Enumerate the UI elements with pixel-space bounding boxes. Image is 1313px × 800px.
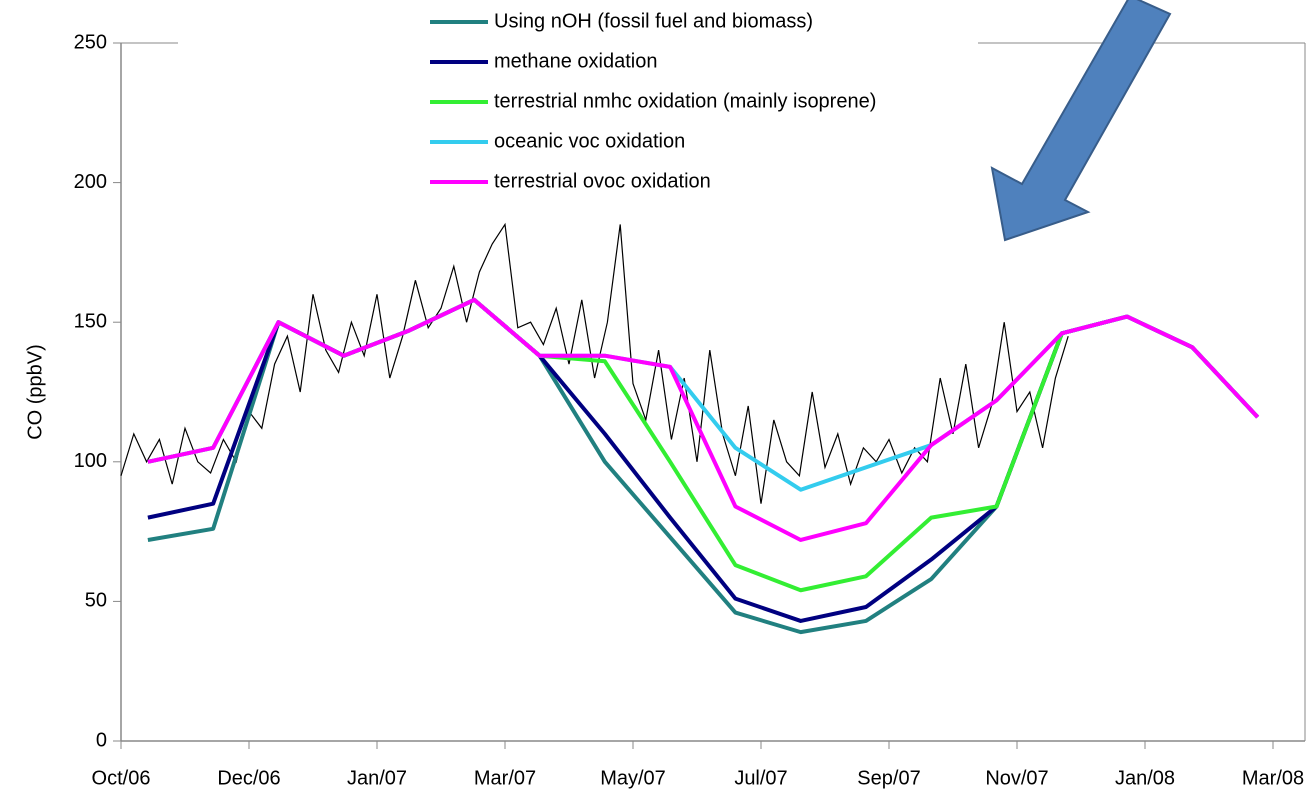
legend-label: Using nOH (fossil fuel and biomass) bbox=[494, 10, 813, 32]
x-tick-label: Nov/07 bbox=[985, 767, 1048, 789]
y-tick-label: 100 bbox=[74, 450, 107, 472]
legend-label: methane oxidation bbox=[494, 50, 657, 72]
y-tick-label: 0 bbox=[96, 729, 107, 751]
x-tick-label: Jan/08 bbox=[1115, 767, 1175, 789]
series-line bbox=[147, 297, 1260, 542]
series-line bbox=[147, 297, 1260, 635]
x-tick-label: Sep/07 bbox=[857, 767, 920, 789]
x-tick-label: Mar/08 bbox=[1242, 767, 1304, 789]
y-tick-label: 250 bbox=[74, 31, 107, 53]
legend-label: oceanic voc oxidation bbox=[494, 130, 685, 152]
x-tick-label: Dec/06 bbox=[217, 767, 280, 789]
x-tick-label: Mar/07 bbox=[474, 767, 536, 789]
x-tick-label: Oct/06 bbox=[92, 767, 151, 789]
legend-background bbox=[178, 2, 978, 207]
y-axis-label: CO (ppbV) bbox=[24, 344, 46, 440]
legend-label: terrestrial ovoc oxidation bbox=[494, 170, 711, 192]
x-tick-label: May/07 bbox=[600, 767, 666, 789]
series-line bbox=[147, 297, 1260, 593]
y-tick-label: 200 bbox=[74, 171, 107, 193]
legend-label: terrestrial nmhc oxidation (mainly isopr… bbox=[494, 90, 876, 112]
x-tick-label: Jan/07 bbox=[347, 767, 407, 789]
y-tick-label: 50 bbox=[85, 590, 107, 612]
series-line bbox=[147, 297, 1260, 492]
callout-arrow bbox=[990, 0, 1172, 242]
x-tick-label: Jul/07 bbox=[734, 767, 787, 789]
y-tick-label: 150 bbox=[74, 310, 107, 332]
observation-line bbox=[120, 222, 1069, 504]
